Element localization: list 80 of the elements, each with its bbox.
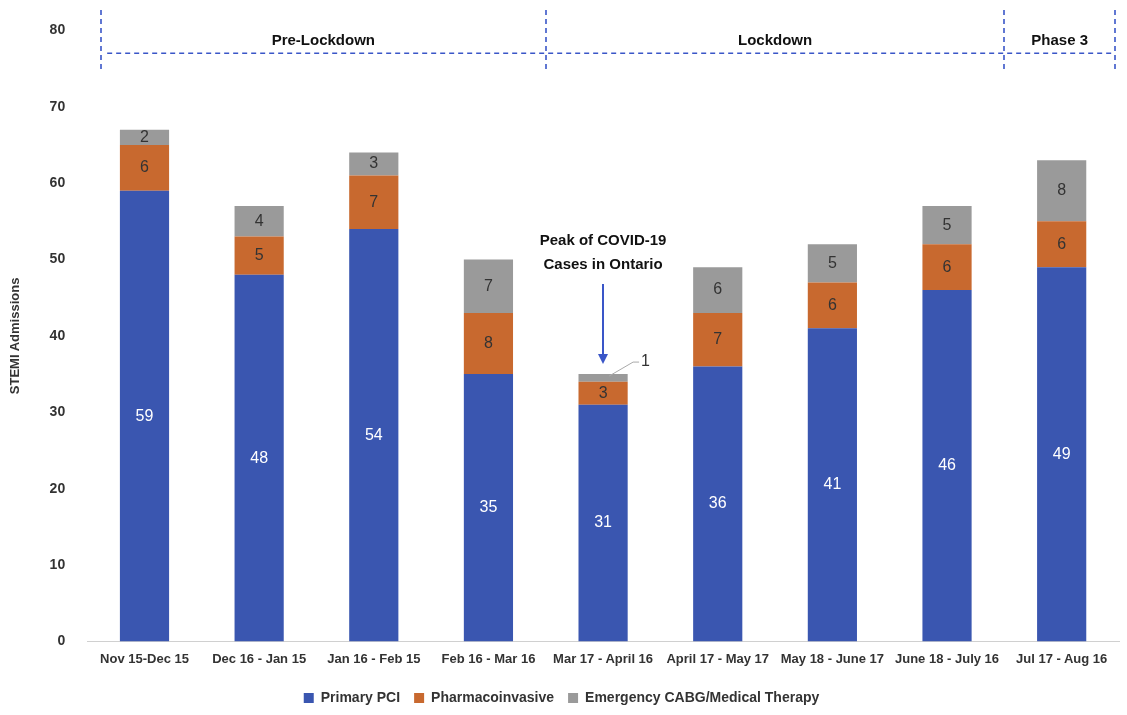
bar <box>234 206 284 237</box>
data-label: 8 <box>483 333 493 351</box>
bar <box>807 244 857 283</box>
y-tick-label: 50 <box>49 250 66 267</box>
bar <box>463 312 514 375</box>
bar <box>922 290 972 642</box>
bar <box>807 328 857 642</box>
x-tick-label: Dec 16 - Jan 15 <box>212 650 307 666</box>
bar <box>578 404 628 642</box>
y-tick-label: 0 <box>57 632 66 649</box>
y-tick-label: 10 <box>49 555 66 572</box>
y-axis-title: STEMI Admissions <box>7 277 23 395</box>
y-tick-label: 20 <box>49 479 66 496</box>
data-label: 2 <box>140 127 150 145</box>
bar <box>349 152 399 176</box>
data-label: 48 <box>250 448 269 466</box>
y-tick-label: 40 <box>49 326 66 343</box>
data-label: 49 <box>1052 444 1071 462</box>
data-label: 5 <box>827 253 837 271</box>
bar <box>1037 160 1087 222</box>
legend-label: Emergency CABG/Medical Therapy <box>585 688 820 705</box>
annotation: Lockdown <box>737 30 813 48</box>
x-tick-label: Jul 17 - Aug 16 <box>1016 650 1108 666</box>
data-label: 54 <box>364 425 383 443</box>
data-label: 4 <box>254 211 264 229</box>
bar <box>1037 221 1087 268</box>
x-tick-label: Mar 17 - April 16 <box>553 650 654 666</box>
bar <box>349 175 399 229</box>
data-label: 6 <box>713 280 723 298</box>
data-label: 41 <box>823 475 842 493</box>
data-label: 8 <box>1057 181 1067 199</box>
data-label: 3 <box>369 154 379 172</box>
bar <box>119 144 170 191</box>
annotation: Peak of COVID-19 Cases in Ontario <box>539 230 667 272</box>
bar <box>119 190 170 642</box>
bar <box>234 274 284 642</box>
data-label: 46 <box>938 456 957 474</box>
bar <box>1037 267 1087 642</box>
data-label: 59 <box>135 406 154 424</box>
y-tick-label: 60 <box>49 174 66 191</box>
bar <box>578 374 628 382</box>
y-tick-label: 80 <box>49 21 66 38</box>
legend-label: Pharmacoinvasive <box>431 688 555 705</box>
bar <box>693 267 743 313</box>
x-tick-label: Feb 16 - Mar 16 <box>441 650 536 666</box>
bar <box>922 206 972 245</box>
bar <box>349 228 399 642</box>
annotation: Pre-Lockdown <box>271 30 376 48</box>
bar <box>463 374 514 642</box>
bar <box>693 312 743 367</box>
data-label: 7 <box>483 276 493 294</box>
x-tick-label: May 18 - June 17 <box>780 650 885 666</box>
x-tick-label: April 17 - May 17 <box>666 650 770 666</box>
bar <box>807 282 857 329</box>
bar <box>463 259 514 313</box>
data-label: 36 <box>708 494 727 512</box>
data-label: 6 <box>942 257 952 275</box>
data-label: 31 <box>594 513 613 531</box>
bar <box>693 366 743 642</box>
y-tick-label: 30 <box>49 403 66 420</box>
x-tick-label: Nov 15-Dec 15 <box>100 650 189 666</box>
bar <box>922 244 972 291</box>
data-label: 35 <box>479 498 498 516</box>
annotation: Phase 3 <box>1031 30 1089 48</box>
data-label: 5 <box>254 246 264 264</box>
data-label: 5 <box>942 215 952 233</box>
data-label: 7 <box>713 330 723 348</box>
data-label: 7 <box>369 192 379 210</box>
data-label: 3 <box>598 383 608 401</box>
data-label: 1 <box>641 352 651 370</box>
bar <box>119 129 170 145</box>
bar <box>578 381 628 405</box>
x-tick-label: June 18 - July 16 <box>895 650 1000 666</box>
data-label: 6 <box>140 158 150 176</box>
x-tick-label: Jan 16 - Feb 15 <box>327 650 421 666</box>
data-label: 6 <box>827 295 837 313</box>
data-label: 6 <box>1057 234 1067 252</box>
bar <box>234 236 284 275</box>
y-tick-label: 70 <box>49 97 66 114</box>
legend-label: Primary PCI <box>320 688 401 705</box>
